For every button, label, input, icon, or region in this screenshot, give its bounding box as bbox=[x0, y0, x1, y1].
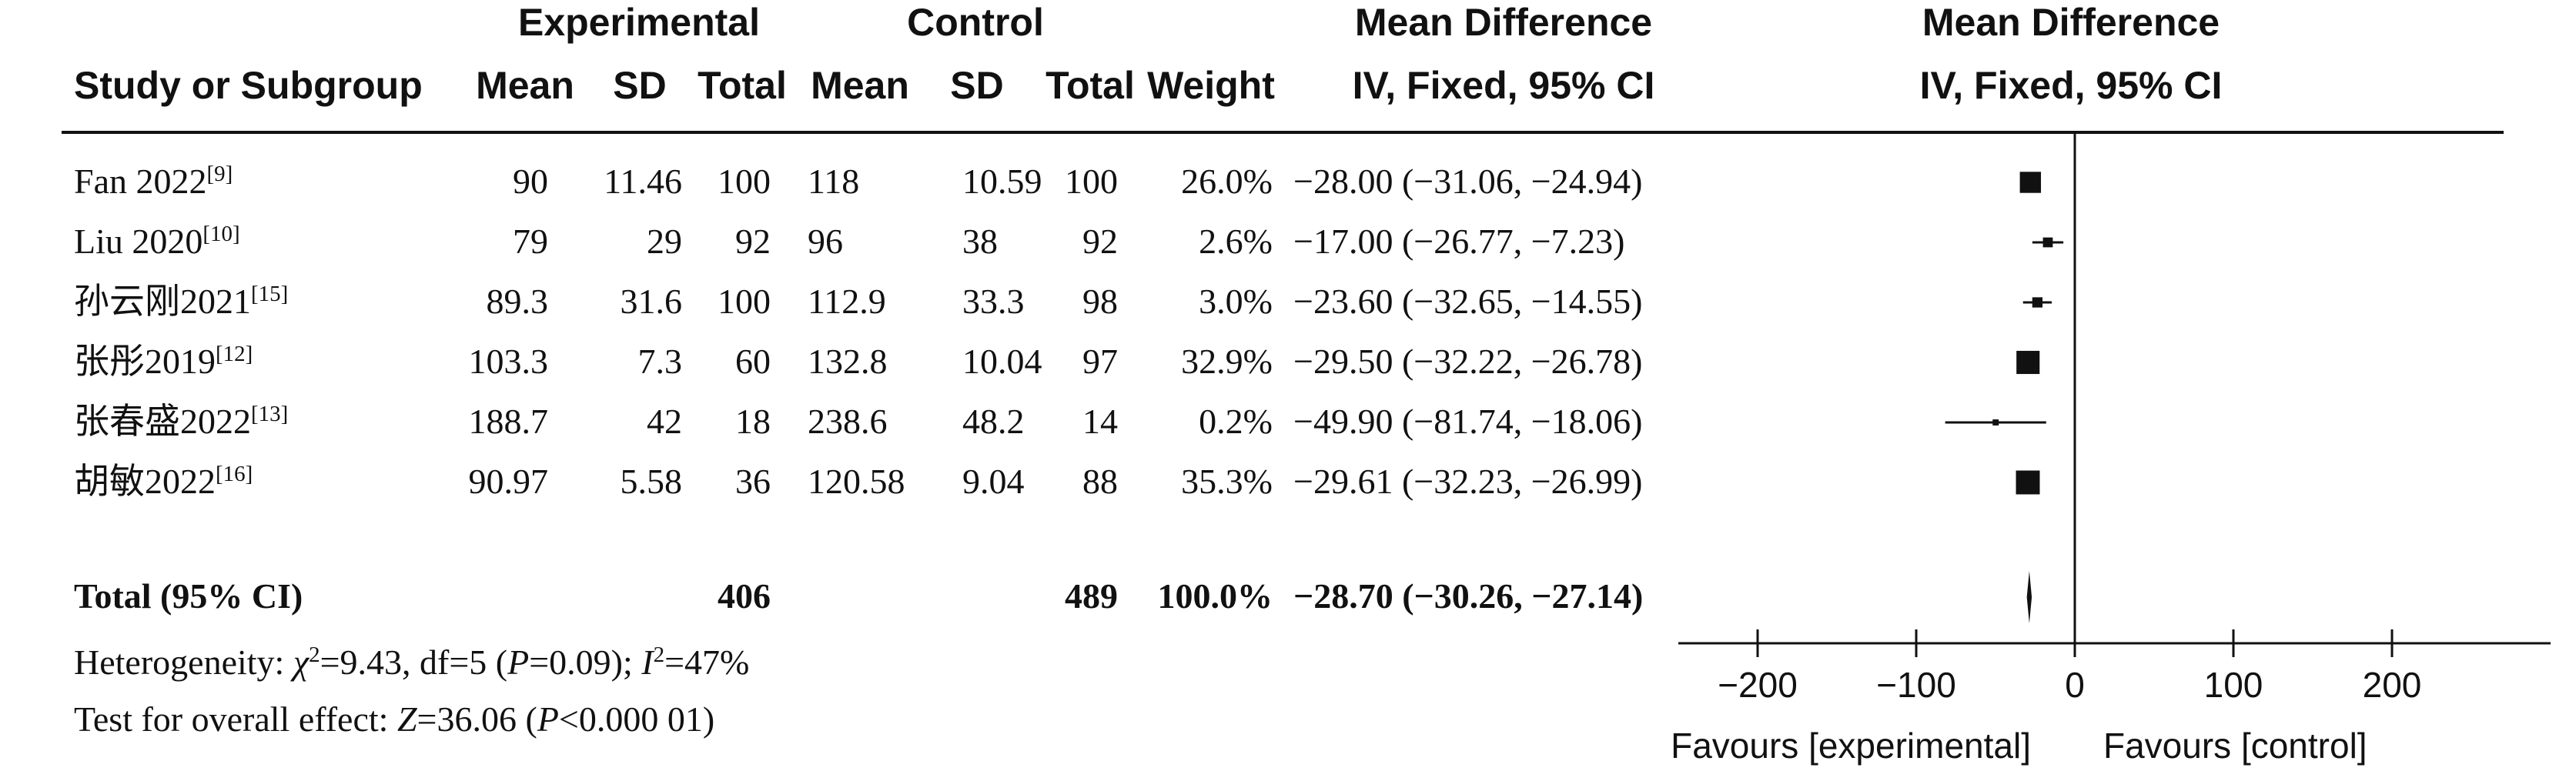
cell-ctl-total: 98 bbox=[1082, 282, 1118, 321]
overall-effect-text: Test for overall effect: Z=36.06 (P<0.00… bbox=[74, 699, 714, 739]
cell-ctl-mean: 238.6 bbox=[808, 402, 888, 441]
x-tick-label: −200 bbox=[1718, 665, 1798, 705]
cell-ci: −49.90 (−81.74, −18.06) bbox=[1293, 402, 1642, 441]
header-plot-method: IV, Fixed, 95% CI bbox=[1920, 64, 2223, 107]
total-label: Total (95% CI) bbox=[74, 576, 303, 616]
cell-ctl-sd: 9.04 bbox=[962, 462, 1025, 501]
header-exp-sd: SD bbox=[613, 64, 666, 107]
cell-ctl-sd: 48.2 bbox=[962, 402, 1025, 441]
header-ctl-mean: Mean bbox=[811, 64, 909, 107]
header-weight: Weight bbox=[1147, 64, 1275, 107]
cell-ctl-sd: 33.3 bbox=[962, 282, 1025, 321]
favours-control-label: Favours [control] bbox=[2103, 726, 2367, 766]
cell-exp-mean: 89.3 bbox=[487, 282, 549, 321]
cell-exp-total: 18 bbox=[735, 402, 771, 441]
cell-ci: −29.50 (−32.22, −26.78) bbox=[1293, 342, 1642, 381]
cell-exp-total: 60 bbox=[735, 342, 771, 381]
study-effect-marker bbox=[2019, 172, 2042, 193]
table-row: Fan 2022[9] 90 11.46 100 118 10.59 100 26.0% −28… bbox=[74, 162, 1642, 201]
cell-weight: 3.0% bbox=[1199, 282, 1273, 321]
cell-ctl-sd: 38 bbox=[962, 222, 998, 261]
header-mean-difference-table: Mean Difference bbox=[1355, 1, 1652, 44]
cell-ctl-total: 97 bbox=[1082, 342, 1118, 381]
cell-ctl-total: 14 bbox=[1082, 402, 1118, 441]
study-effect-marker bbox=[2032, 297, 2043, 308]
study-rows: Fan 2022[9] 90 11.46 100 118 10.59 100 26.0% −28… bbox=[74, 162, 1642, 501]
cell-ci: −23.60 (−32.65, −14.55) bbox=[1293, 282, 1642, 321]
header-control: Control bbox=[907, 1, 1044, 44]
heterogeneity-text: Heterogeneity: χ2=9.43, df=5 (P=0.09); I… bbox=[74, 642, 749, 682]
total-row: Total (95% CI) 406 489 100.0% −28.70 (−3… bbox=[74, 576, 1643, 616]
cell-ctl-mean: 132.8 bbox=[808, 342, 888, 381]
cell-ctl-total: 100 bbox=[1065, 162, 1118, 201]
cell-ctl-total: 92 bbox=[1082, 222, 1118, 261]
cell-exp-mean: 188.7 bbox=[469, 402, 549, 441]
cell-exp-total: 100 bbox=[718, 282, 771, 321]
table-row: 张彤2019[12] 103.3 7.3 60 132.8 10.04 97 32.9% −29… bbox=[74, 342, 1642, 381]
cell-exp-sd: 5.58 bbox=[621, 462, 683, 501]
cell-exp-mean: 90.97 bbox=[469, 462, 549, 501]
cell-exp-mean: 90 bbox=[513, 162, 548, 201]
header-study: Study or Subgroup bbox=[74, 64, 423, 107]
header-experimental: Experimental bbox=[518, 1, 760, 44]
cell-exp-sd: 31.6 bbox=[621, 282, 683, 321]
table-row: Liu 2020[10] 79 29 92 96 38 92 2.6% −17.00 (−26.… bbox=[74, 222, 1624, 261]
cell-ci: −29.61 (−32.23, −26.99) bbox=[1293, 462, 1642, 501]
cell-ctl-mean: 120.58 bbox=[808, 462, 905, 501]
header-ctl-sd: SD bbox=[950, 64, 1003, 107]
x-tick-label: 100 bbox=[2204, 665, 2263, 705]
cell-ci: −17.00 (−26.77, −7.23) bbox=[1293, 222, 1624, 261]
total-ctl-total: 489 bbox=[1065, 576, 1118, 616]
cell-weight: 0.2% bbox=[1199, 402, 1273, 441]
header-md-method: IV, Fixed, 95% CI bbox=[1353, 64, 1655, 107]
header-exp-mean: Mean bbox=[476, 64, 574, 107]
cell-exp-total: 36 bbox=[735, 462, 771, 501]
x-tick-label: 200 bbox=[2363, 665, 2422, 705]
study-effect-marker bbox=[2016, 470, 2040, 495]
forest-plot-area: −200 −100 0 100 200 bbox=[1678, 132, 2551, 705]
study-name: Fan 2022[9] bbox=[74, 162, 233, 201]
pooled-effect-diamond bbox=[2026, 571, 2032, 623]
cell-weight: 26.0% bbox=[1181, 162, 1273, 201]
table-row: 张春盛2022[13] 188.7 42 18 238.6 48.2 14 0.2% −49.9… bbox=[74, 402, 1642, 441]
total-ci: −28.70 (−30.26, −27.14) bbox=[1293, 576, 1643, 616]
study-name: 张春盛2022[13] bbox=[74, 402, 288, 441]
cell-exp-total: 100 bbox=[718, 162, 771, 201]
cell-ctl-sd: 10.04 bbox=[962, 342, 1042, 381]
cell-ctl-mean: 118 bbox=[808, 162, 859, 201]
study-name: Liu 2020[10] bbox=[74, 222, 240, 261]
cell-weight: 35.3% bbox=[1181, 462, 1273, 501]
table-row: 孙云刚2021[15] 89.3 31.6 100 112.9 33.3 98 3.0% −23… bbox=[74, 282, 1642, 321]
cell-exp-sd: 42 bbox=[647, 402, 682, 441]
favours-experimental-label: Favours [experimental] bbox=[1671, 726, 2031, 766]
study-effect-marker bbox=[2042, 237, 2053, 248]
study-effect-marker bbox=[1992, 419, 1999, 426]
total-weight: 100.0% bbox=[1158, 576, 1273, 616]
study-name: 胡敏2022[16] bbox=[74, 462, 253, 501]
cell-ctl-total: 88 bbox=[1082, 462, 1118, 501]
table-row: 胡敏2022[16] 90.97 5.58 36 120.58 9.04 88 35.3% −2… bbox=[74, 462, 1642, 501]
cell-weight: 2.6% bbox=[1199, 222, 1273, 261]
cell-exp-total: 92 bbox=[735, 222, 771, 261]
cell-ci: −28.00 (−31.06, −24.94) bbox=[1293, 162, 1642, 201]
header-ctl-total: Total bbox=[1045, 64, 1135, 107]
cell-exp-sd: 29 bbox=[647, 222, 682, 261]
x-tick-label: −100 bbox=[1876, 665, 1956, 705]
cell-exp-sd: 7.3 bbox=[638, 342, 683, 381]
study-name: 张彤2019[12] bbox=[74, 342, 253, 381]
cell-ctl-mean: 112.9 bbox=[808, 282, 886, 321]
cell-exp-sd: 11.46 bbox=[604, 162, 682, 201]
cell-ctl-mean: 96 bbox=[808, 222, 843, 261]
x-tick-label: 0 bbox=[2065, 665, 2085, 705]
study-effect-marker bbox=[2016, 350, 2040, 375]
total-exp-total: 406 bbox=[718, 576, 771, 616]
study-name: 孙云刚2021[15] bbox=[74, 282, 288, 321]
cell-exp-mean: 103.3 bbox=[469, 342, 549, 381]
header-mean-difference-plot: Mean Difference bbox=[1922, 1, 2220, 44]
cell-weight: 32.9% bbox=[1181, 342, 1273, 381]
cell-exp-mean: 79 bbox=[513, 222, 548, 261]
header-exp-total: Total bbox=[698, 64, 787, 107]
cell-ctl-sd: 10.59 bbox=[962, 162, 1042, 201]
